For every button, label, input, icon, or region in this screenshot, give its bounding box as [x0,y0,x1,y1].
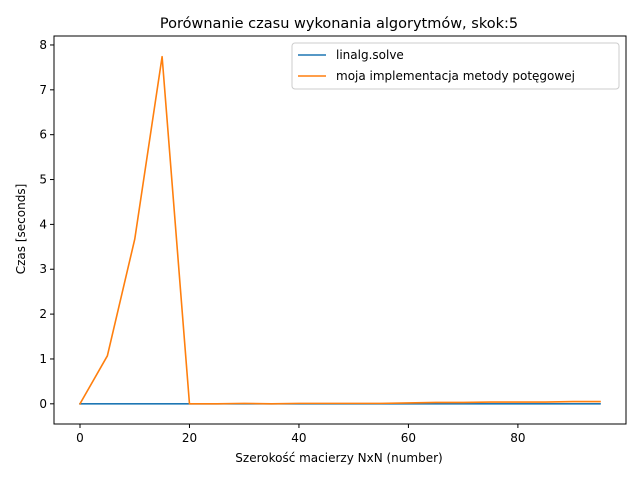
y-tick-label: 8 [39,38,47,52]
x-tick-label: 40 [291,431,306,445]
chart-title: Porównanie czasu wykonania algorytmów, s… [160,16,518,32]
x-axis: 0 20 40 60 80 [76,424,526,445]
legend-box [291,42,620,90]
axes-frame [53,35,627,425]
x-tick-label: 20 [182,431,197,445]
y-tick-label: 1 [39,352,47,366]
y-axis-label: Czas [seconds] [14,184,28,275]
legend-label: moja implementacja metody potęgowej [336,69,575,83]
x-axis-label: Szerokość macierzy NxN (number) [235,451,442,465]
x-tick-label: 80 [510,431,525,445]
y-tick-label: 3 [39,262,47,276]
y-tick-label: 5 [39,173,47,187]
y-tick-label: 0 [39,397,47,411]
y-tick-label: 7 [39,83,47,97]
legend: linalg.solve moja implementacja metody po… [291,42,620,90]
series-layer [78,55,601,405]
y-tick-label: 4 [39,217,47,231]
x-tick-label: 60 [401,431,416,445]
x-tick-label: 0 [76,431,84,445]
y-tick-label: 6 [39,128,47,142]
legend-label: linalg.solve [336,48,404,62]
y-axis: 0 1 2 3 4 5 6 7 8 [39,38,54,411]
y-tick-label: 2 [39,307,47,321]
series-line-2 [78,55,601,405]
